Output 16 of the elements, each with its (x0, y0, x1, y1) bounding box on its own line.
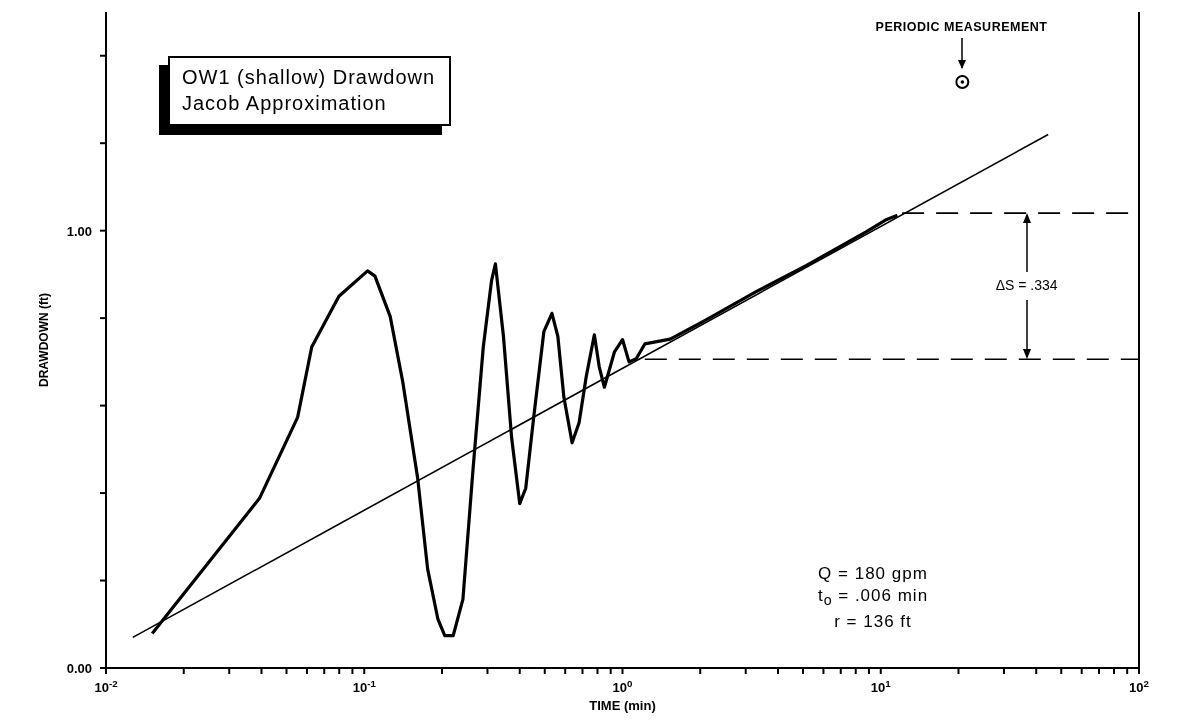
annotation: Q = 180 gpm (817, 563, 929, 585)
y-axis-title: DRAWDOWN (ft) (37, 293, 52, 387)
annotation: ΔS = .334 (994, 277, 1059, 294)
x-axis-title: TIME (min) (589, 698, 656, 713)
x-tick-label: 10$^{-1}$ (352, 677, 377, 695)
text: OW1 (shallow) Drawdown (182, 65, 436, 90)
x-tick-label: 10$^{2}$ (1129, 677, 1150, 695)
text: Jacob Approximation (182, 91, 388, 116)
x-tick-label: 10$^{-2}$ (94, 677, 119, 695)
x-tick-label: 10$^{1}$ (870, 677, 892, 695)
annotation: t$_{o}$ = .006 min (816, 585, 930, 611)
annotation: PERIODIC MEASUREMENT (874, 19, 1049, 34)
x-tick-label: 10$^{0}$ (612, 677, 634, 695)
annotation: r = 136 ft (833, 611, 913, 634)
y-tick-label: 1.00 (66, 223, 92, 239)
y-tick-label: 0.00 (66, 661, 92, 676)
